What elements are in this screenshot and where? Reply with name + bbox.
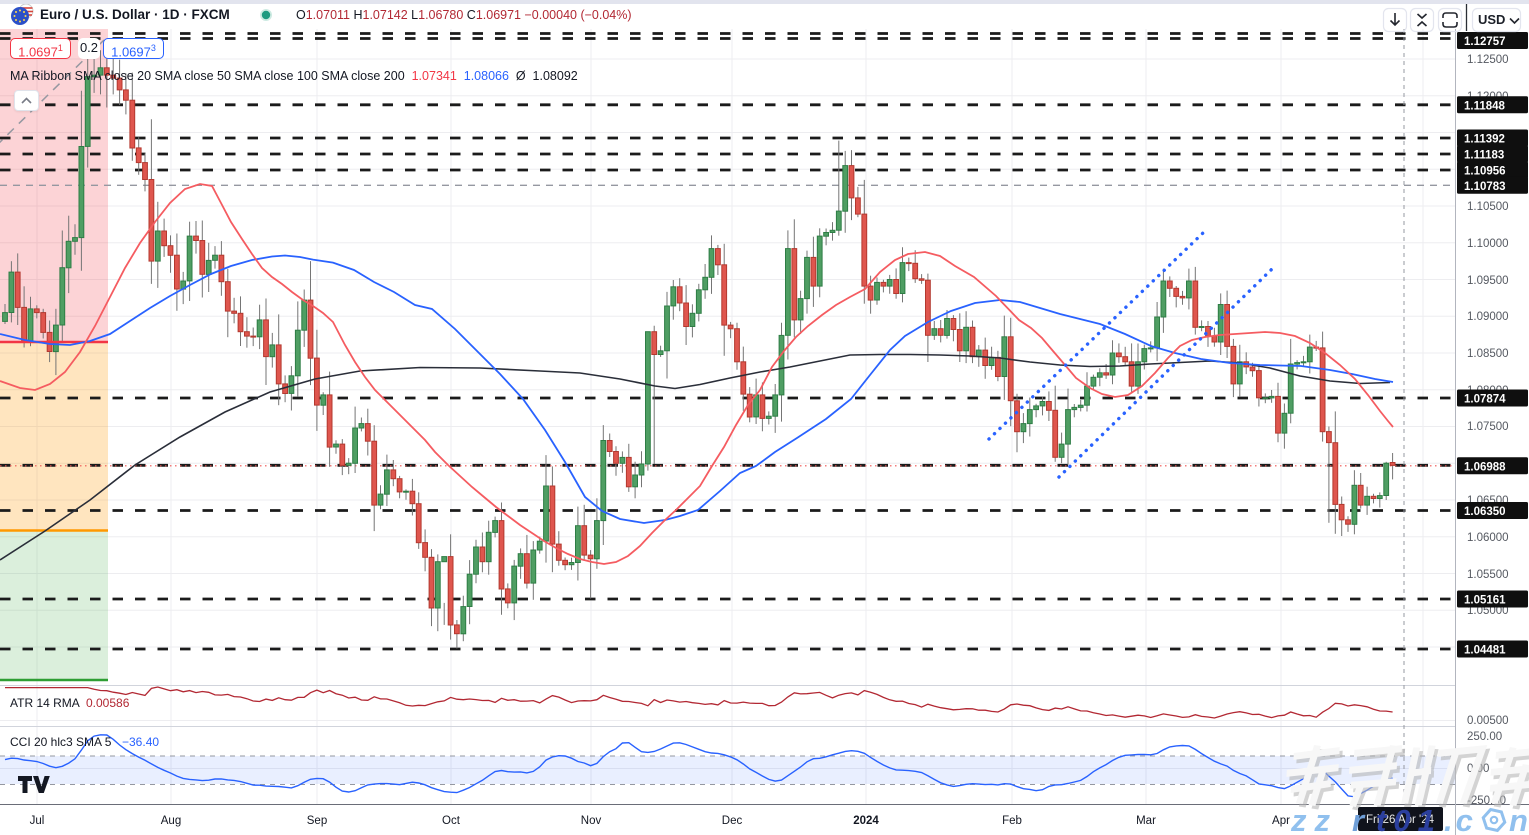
svg-text:n: n: [1509, 803, 1528, 835]
svg-text:−36.40: −36.40: [122, 735, 159, 749]
svg-text:2024: 2024: [853, 815, 879, 827]
svg-text:1.09500: 1.09500: [1467, 275, 1509, 287]
svg-text:1.06000: 1.06000: [1467, 532, 1509, 544]
svg-text:1.12500: 1.12500: [1467, 54, 1509, 66]
svg-text:Feb: Feb: [1002, 815, 1022, 827]
svg-text:t01: t01: [1376, 803, 1442, 835]
svg-text:CCI 20 hlc3 SMA 5: CCI 20 hlc3 SMA 5: [10, 735, 112, 749]
svg-text:0.00586: 0.00586: [86, 696, 130, 710]
svg-text:250.00: 250.00: [1467, 731, 1502, 743]
svg-text:r: r: [1352, 803, 1371, 835]
svg-text:ATR 14 RMA: ATR 14 RMA: [10, 696, 80, 710]
svg-text:1.07874: 1.07874: [1464, 394, 1506, 406]
svg-text:1.05500: 1.05500: [1467, 569, 1509, 581]
svg-text:1.08500: 1.08500: [1467, 348, 1509, 360]
svg-text:1.11392: 1.11392: [1464, 134, 1505, 146]
svg-text:Mar: Mar: [1136, 815, 1156, 827]
svg-text:Sep: Sep: [307, 815, 327, 827]
svg-text:1.12757: 1.12757: [1464, 36, 1506, 48]
svg-text:zz: zz: [1290, 803, 1338, 835]
svg-text:1.05000: 1.05000: [1467, 605, 1509, 617]
svg-text:1.04481: 1.04481: [1464, 645, 1506, 657]
svg-text:Apr: Apr: [1272, 815, 1290, 827]
svg-text:Nov: Nov: [581, 815, 602, 827]
svg-text:Jul: Jul: [30, 815, 45, 827]
svg-text:1.09000: 1.09000: [1467, 311, 1509, 323]
svg-text:1.11183: 1.11183: [1464, 150, 1504, 162]
svg-text:Aug: Aug: [161, 815, 181, 827]
svg-text:1.07500: 1.07500: [1467, 421, 1509, 433]
svg-text:1.06350: 1.06350: [1464, 506, 1506, 518]
svg-text:1.05161: 1.05161: [1464, 595, 1506, 607]
svg-text:1.06988: 1.06988: [1464, 461, 1506, 473]
svg-text:.c: .c: [1444, 803, 1476, 835]
svg-text:1.10783: 1.10783: [1464, 181, 1506, 193]
svg-text:1.11848: 1.11848: [1464, 100, 1506, 112]
svg-text:Dec: Dec: [722, 815, 743, 827]
svg-text:Fri 26 Apr '24: Fri 26 Apr '24: [1366, 814, 1435, 826]
svg-text:1.10500: 1.10500: [1467, 201, 1509, 213]
svg-text:1.10956: 1.10956: [1464, 166, 1506, 178]
svg-text:0.00500: 0.00500: [1467, 715, 1509, 727]
svg-text:1.10000: 1.10000: [1467, 238, 1509, 250]
svg-text:Oct: Oct: [442, 815, 461, 827]
